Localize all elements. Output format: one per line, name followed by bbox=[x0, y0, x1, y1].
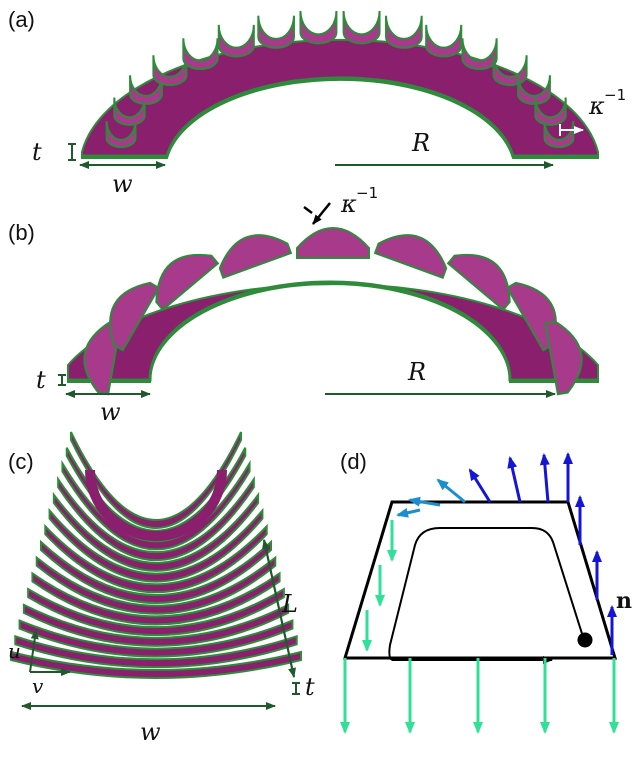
panel-a-band bbox=[81, 38, 599, 159]
panel-c-strip bbox=[27, 587, 285, 637]
panel-d-trapezoid bbox=[342, 500, 618, 660]
panel-b-w-label: w bbox=[100, 398, 121, 426]
panel-c-label: (c) bbox=[8, 449, 34, 474]
panel-d-n-label: n bbox=[616, 588, 632, 614]
panel-c-strip bbox=[22, 603, 290, 647]
panel-a-curl bbox=[217, 24, 255, 58]
panel-b-curl bbox=[109, 281, 161, 352]
panel-a-curl bbox=[534, 97, 567, 126]
panel-d-vector bbox=[436, 478, 466, 504]
panel-d-vector bbox=[507, 456, 522, 503]
panel-b-edge bbox=[68, 280, 598, 382]
panel-a-edge bbox=[82, 76, 598, 158]
panel-d-vectors bbox=[340, 452, 619, 734]
panel-b-band bbox=[67, 283, 599, 383]
panel-c-w-label: w bbox=[140, 718, 161, 746]
panel-b-kappa-exp: −1 bbox=[356, 184, 378, 202]
panel-c-strip bbox=[35, 555, 277, 615]
panel-a-curls bbox=[105, 10, 575, 148]
panel-a-curl bbox=[257, 15, 295, 49]
panel-b-curls bbox=[83, 226, 583, 396]
panel-c-strip bbox=[40, 539, 272, 604]
panel-a-kappa-label: κ bbox=[588, 92, 605, 120]
panel-b-label: (b) bbox=[8, 220, 35, 245]
panel-b-curl bbox=[446, 253, 511, 312]
panel-a-curl bbox=[517, 75, 551, 105]
panel-a-curl bbox=[385, 15, 423, 49]
panel-d-vector bbox=[396, 507, 421, 518]
panel-b-curl bbox=[155, 253, 220, 312]
panel-d-vector bbox=[539, 453, 550, 503]
panel-a-curl bbox=[182, 38, 219, 71]
panel-b-R-label: R bbox=[407, 358, 426, 386]
panel-c-strip bbox=[31, 571, 281, 626]
panel-c-strip bbox=[48, 507, 264, 583]
panel-d: (d) n bbox=[340, 449, 632, 734]
panel-c-L-label: L bbox=[281, 590, 298, 618]
panel-b-curl bbox=[544, 320, 583, 396]
panel-c-strip bbox=[18, 619, 294, 658]
panel-a-w-label: w bbox=[112, 170, 133, 198]
panel-c-strip bbox=[10, 650, 302, 679]
panel-d-start-dot bbox=[577, 632, 593, 648]
panel-a: (a) t w R κ −1 bbox=[8, 7, 626, 198]
panel-c-strips bbox=[10, 431, 302, 679]
panel-a-curl bbox=[425, 24, 463, 58]
panel-b: (b) t w R κ −1 bbox=[8, 184, 599, 426]
panel-d-label: (d) bbox=[340, 449, 367, 474]
panel-b-curl bbox=[373, 234, 448, 279]
panel-c-u-label: u bbox=[8, 639, 21, 663]
panel-d-vector bbox=[408, 496, 441, 507]
panel-c-strip bbox=[14, 634, 298, 669]
panel-c-strip bbox=[52, 491, 260, 572]
panel-a-curl bbox=[299, 10, 338, 45]
panel-a-curl bbox=[342, 10, 381, 45]
panel-b-curl bbox=[218, 234, 293, 279]
panel-c-strip bbox=[44, 523, 268, 594]
panel-c-top-ring bbox=[85, 469, 227, 541]
panel-c: (c) L t u v w bbox=[8, 431, 315, 746]
panel-c-v-label: v bbox=[32, 674, 44, 698]
panel-d-loop-path bbox=[388, 527, 585, 661]
panel-c-strip bbox=[70, 431, 242, 529]
panel-a-label: (a) bbox=[8, 7, 35, 32]
panel-a-t-label: t bbox=[32, 138, 42, 166]
panel-a-curl bbox=[461, 38, 498, 71]
panel-c-strip bbox=[57, 475, 255, 562]
panel-b-t-label: t bbox=[36, 366, 46, 394]
panel-a-kappa-exp: −1 bbox=[604, 86, 626, 104]
panel-b-kappa-arrow bbox=[312, 202, 331, 225]
panel-c-t-label: t bbox=[305, 673, 315, 701]
panel-d-vector bbox=[468, 468, 492, 503]
panel-a-R-label: R bbox=[411, 129, 430, 157]
panel-c-u-arrow bbox=[29, 629, 39, 673]
panel-b-curl bbox=[296, 226, 370, 259]
panel-b-kappa-label: κ bbox=[340, 190, 357, 218]
